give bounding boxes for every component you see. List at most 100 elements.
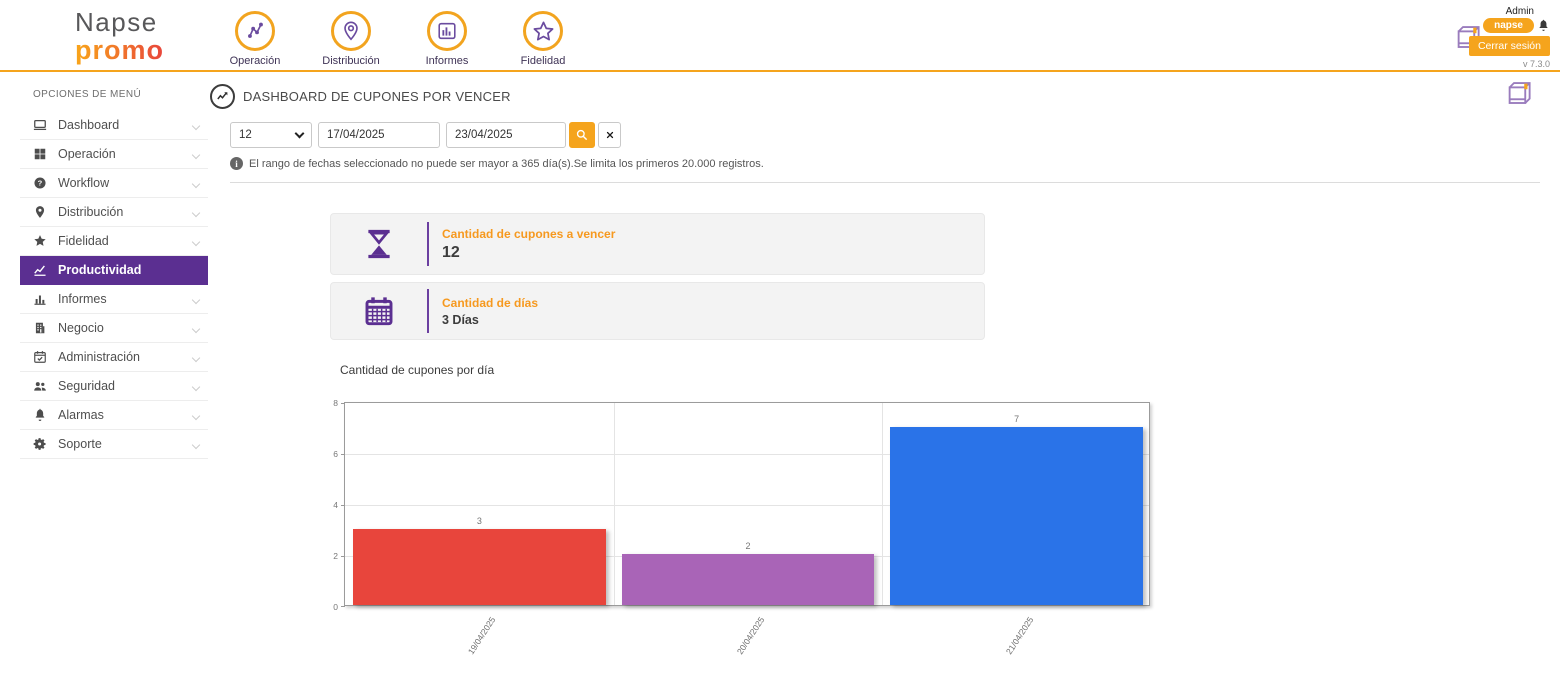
sidebar-item-label: Fidelidad xyxy=(58,234,109,248)
close-icon xyxy=(605,130,615,140)
version-label: v 7.3.0 xyxy=(1522,59,1550,69)
sidebar-header: OPCIONES DE MENÚ xyxy=(33,89,142,100)
chevron-down-icon xyxy=(191,382,201,392)
days-select[interactable]: 12 xyxy=(230,122,312,148)
bar-chart: 0 2 4 6 8 3 19/04/2025 2 20/04/2025 7 21/04/2025 xyxy=(333,398,1150,656)
top-nav-item-operacion[interactable]: Operación xyxy=(221,11,289,67)
sidebar-item-operacion[interactable]: Operación xyxy=(20,140,208,169)
top-nav: Operación Distribución Informes Fidelida… xyxy=(221,11,577,67)
chevron-down-icon xyxy=(191,237,201,247)
sidebar-item-label: Soporte xyxy=(58,437,102,451)
card-value: 3 Días xyxy=(442,312,479,327)
main-content: DASHBOARD DE CUPONES POR VENCER 12 i El … xyxy=(208,72,1560,690)
chart-gridline xyxy=(613,403,615,605)
chart-x-label: 20/04/2025 xyxy=(734,615,767,657)
gear-icon xyxy=(33,437,48,452)
chart-ytick xyxy=(341,403,345,404)
user-badge: napse xyxy=(1483,18,1534,33)
top-nav-item-fidelidad[interactable]: Fidelidad xyxy=(509,11,577,67)
clear-button[interactable] xyxy=(598,122,621,148)
users-icon xyxy=(33,379,48,394)
sidebar-item-administracion[interactable]: Administración xyxy=(20,343,208,372)
top-bar: Napse promo Operación Distribución Infor… xyxy=(0,0,1560,72)
chevron-down-icon xyxy=(191,150,201,160)
sidebar-item-soporte[interactable]: Soporte xyxy=(20,430,208,459)
chart-x-label: 21/04/2025 xyxy=(1003,615,1036,657)
card-cantidad-dias: Cantidad de días 3 Días xyxy=(330,282,985,340)
chart-bar[interactable] xyxy=(890,426,1143,605)
trending-up-icon xyxy=(210,84,235,109)
sidebar-item-label: Administración xyxy=(58,350,140,364)
date-from-input[interactable] xyxy=(318,122,440,148)
svg-text:?: ? xyxy=(38,179,43,188)
top-nav-label: Operación xyxy=(229,55,281,67)
top-nav-item-distribucion[interactable]: Distribución xyxy=(317,11,385,67)
chart-title: Cantidad de cupones por día xyxy=(340,363,495,377)
chart-bar[interactable] xyxy=(621,554,875,605)
sidebar-item-dashboard[interactable]: Dashboard xyxy=(20,111,208,140)
sidebar-item-workflow[interactable]: ? Workflow xyxy=(20,169,208,198)
card-cupones-a-vencer: Cantidad de cupones a vencer 12 xyxy=(330,213,985,275)
card-label: Cantidad de días xyxy=(442,295,539,310)
sidebar-item-distribucion[interactable]: Distribución xyxy=(20,198,208,227)
chevron-down-icon xyxy=(191,353,201,363)
search-button[interactable] xyxy=(569,122,595,148)
chevron-down-icon xyxy=(191,121,201,131)
chart-x-label: 19/04/2025 xyxy=(466,615,498,657)
date-to-input[interactable] xyxy=(446,122,566,148)
chevron-down-icon xyxy=(191,208,201,218)
filter-info: i El rango de fechas seleccionado no pue… xyxy=(230,157,764,170)
top-nav-label: Fidelidad xyxy=(520,55,566,67)
chevron-down-icon xyxy=(191,411,201,421)
chart-ytick-label: 0 xyxy=(333,602,338,612)
logo-text-napse: Napse xyxy=(75,7,158,37)
filter-info-text: El rango de fechas seleccionado no puede… xyxy=(249,157,764,170)
sidebar-item-seguridad[interactable]: Seguridad xyxy=(20,372,208,401)
card-separator xyxy=(427,289,429,333)
card-separator xyxy=(427,222,429,266)
napse-promo-logo: Napse promo xyxy=(75,7,164,64)
top-nav-label: Informes xyxy=(425,55,469,67)
sidebar-item-informes[interactable]: Informes xyxy=(20,285,208,314)
sidebar-item-negocio[interactable]: Negocio xyxy=(20,314,208,343)
sidebar-item-fidelidad[interactable]: Fidelidad xyxy=(20,227,208,256)
help-circle-icon: ? xyxy=(33,176,48,191)
chart-gridline xyxy=(345,505,1149,506)
monitor-icon xyxy=(33,118,48,133)
bell-icon xyxy=(33,408,48,423)
logout-button[interactable]: Cerrar sesión xyxy=(1468,36,1550,56)
top-nav-label: Distribución xyxy=(322,55,380,67)
top-nav-item-informes[interactable]: Informes xyxy=(413,11,481,67)
sidebar-item-label: Operación xyxy=(58,147,116,161)
search-icon xyxy=(575,128,589,142)
card-label: Cantidad de cupones a vencer xyxy=(442,226,616,241)
user-panel: Admin napse Cerrar sesión v 7.3.0 xyxy=(1468,6,1550,69)
chart-ytick xyxy=(341,556,345,557)
bell-icon[interactable] xyxy=(1537,19,1550,32)
chart-ytick-label: 2 xyxy=(333,551,338,561)
chart-ytick xyxy=(341,606,345,607)
sidebar-item-label: Distribución xyxy=(58,205,124,219)
info-icon: i xyxy=(230,157,243,170)
line-chart-icon xyxy=(33,263,48,278)
bar-chart-icon xyxy=(33,292,48,307)
chart-bar-value: 3 xyxy=(476,515,482,526)
sidebar-item-label: Negocio xyxy=(58,321,104,335)
sidebar-item-alarmas[interactable]: Alarmas xyxy=(20,401,208,430)
chart-bar[interactable] xyxy=(353,528,606,605)
grid-icon xyxy=(33,147,48,162)
sidebar-item-label: Workflow xyxy=(58,176,110,190)
section-divider xyxy=(230,182,1540,183)
chart-ytick xyxy=(341,454,345,455)
filter-row: 12 xyxy=(230,122,621,148)
card-value: 12 xyxy=(442,243,460,261)
chart-ytick-label: 6 xyxy=(333,449,338,459)
chart-ytick-label: 4 xyxy=(333,500,338,510)
network-icon xyxy=(235,11,275,51)
map-pin-icon xyxy=(33,205,48,220)
manual-book-icon[interactable] xyxy=(1504,78,1534,113)
chevron-down-icon xyxy=(191,179,201,189)
chart-gridline xyxy=(345,454,1149,455)
chart-gridline xyxy=(882,403,884,605)
sidebar-item-productividad[interactable]: Productividad xyxy=(20,256,208,285)
